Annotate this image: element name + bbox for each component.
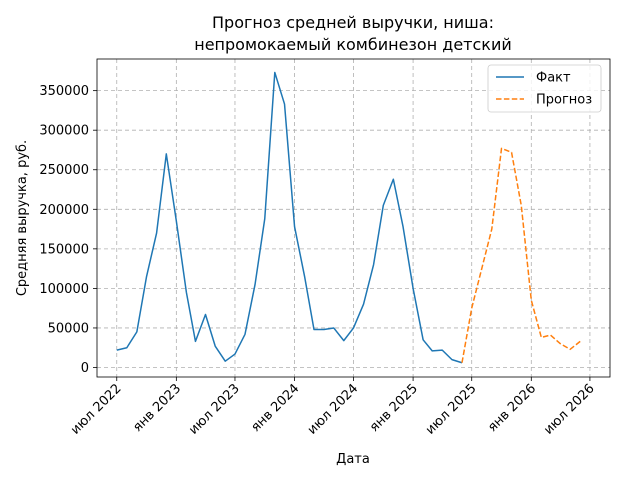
x-tick-label: июл 2025 (423, 381, 480, 438)
legend-label-fact: Факт (536, 71, 571, 86)
x-axis: июл 2022 янв 2023 июл 2023 янв 2024 июл 2024… (68, 377, 598, 438)
chart-title-line-1: Прогноз средней выручки, ниша: (212, 13, 494, 32)
y-tick-label: 200000 (39, 203, 89, 218)
plot-series (116, 71, 581, 364)
x-axis-label: Дата (336, 452, 370, 467)
y-tick-label: 300000 (39, 124, 89, 139)
y-axis: 0 50000 100000 150000 200000 250000 300000 3500… (39, 84, 97, 376)
x-tick-label: июл 2024 (305, 381, 362, 438)
x-tick-label: янв 2025 (367, 381, 421, 435)
legend: Факт Прогноз (487, 64, 602, 113)
y-tick-label: 100000 (39, 282, 89, 297)
series-line-fact (116, 71, 463, 364)
chart-title-line-2: непромокаемый комбинезон детский (194, 35, 512, 54)
x-tick-label: июл 2022 (68, 381, 125, 438)
series-line-forecast (461, 147, 581, 363)
x-tick-label: янв 2023 (130, 381, 184, 435)
x-tick-label: июл 2026 (541, 381, 598, 438)
y-tick-label: 250000 (39, 163, 89, 178)
x-tick-label: янв 2026 (485, 381, 539, 435)
y-tick-label: 0 (81, 361, 89, 376)
y-tick-label: 350000 (39, 84, 89, 99)
y-tick-label: 50000 (48, 321, 89, 336)
y-tick-label: 150000 (39, 242, 89, 257)
legend-label-forecast: Прогноз (536, 93, 592, 108)
y-axis-label: Средняя выручка, руб. (15, 140, 30, 296)
x-tick-label: янв 2024 (249, 381, 303, 435)
x-tick-label: июл 2023 (186, 381, 243, 438)
